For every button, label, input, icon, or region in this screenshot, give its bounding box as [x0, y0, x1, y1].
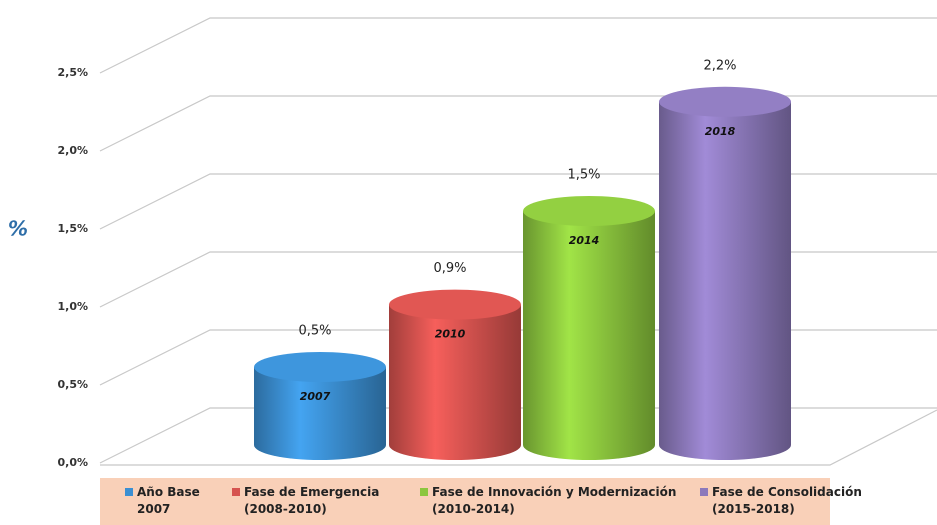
legend-item: Año Base 2007 [125, 484, 227, 518]
grid-line [99, 17, 937, 74]
y-tick-label: 1,0% [57, 300, 88, 313]
grid-line [99, 251, 937, 308]
legend-swatch [700, 488, 708, 496]
chart: % 0,0% 0,5% 1,0% 1,5% 2,0% 2,5% 2007 0,5% 2010 0,… [8, 17, 937, 469]
legend: Año Base 2007 Fase de Emergencia (2008-20… [100, 478, 862, 525]
bar [389, 304, 521, 460]
bar-category-label: 2010 [435, 328, 466, 341]
legend-item: Fase de Consolidación (2015-2018) [700, 484, 892, 518]
bar-category-label: 2018 [705, 125, 736, 138]
legend-label: Año Base 2007 [137, 485, 200, 516]
y-axis-label: % [8, 217, 28, 241]
bar-category-label: 2014 [569, 234, 600, 247]
y-tick-label: 2,5% [57, 66, 88, 79]
value-label: 2,2% [703, 58, 736, 73]
legend-swatch [232, 488, 240, 496]
bar-top [254, 352, 386, 382]
bar [254, 367, 386, 460]
bar [523, 211, 655, 460]
y-tick-label: 2,0% [57, 144, 88, 157]
floor-edge [100, 409, 937, 466]
bar-category-label: 2007 [300, 390, 331, 403]
legend-label: Fase de Innovación y Modernización (2010… [432, 485, 677, 516]
legend-label: Fase de Emergencia (2008-2010) [244, 485, 380, 516]
bar [659, 101, 791, 461]
bar-top [659, 86, 791, 117]
bar-top [389, 289, 521, 320]
value-label: 0,9% [433, 261, 466, 276]
bar-top [523, 196, 655, 226]
legend-label: Fase de Consolidación (2015-2018) [712, 485, 862, 516]
legend-item: Fase de Emergencia (2008-2010) [232, 484, 404, 518]
value-label: 0,5% [298, 324, 331, 339]
y-tick-label: 0,0% [57, 456, 88, 469]
grid-line [99, 173, 937, 230]
legend-swatch [420, 488, 428, 496]
y-tick-label: 0,5% [57, 378, 88, 391]
legend-swatch [125, 488, 133, 496]
legend-item: Fase de Innovación y Modernización (2010… [420, 484, 692, 518]
y-tick-label: 1,5% [57, 222, 88, 235]
grid-line [99, 95, 937, 152]
value-label: 1,5% [567, 168, 600, 183]
